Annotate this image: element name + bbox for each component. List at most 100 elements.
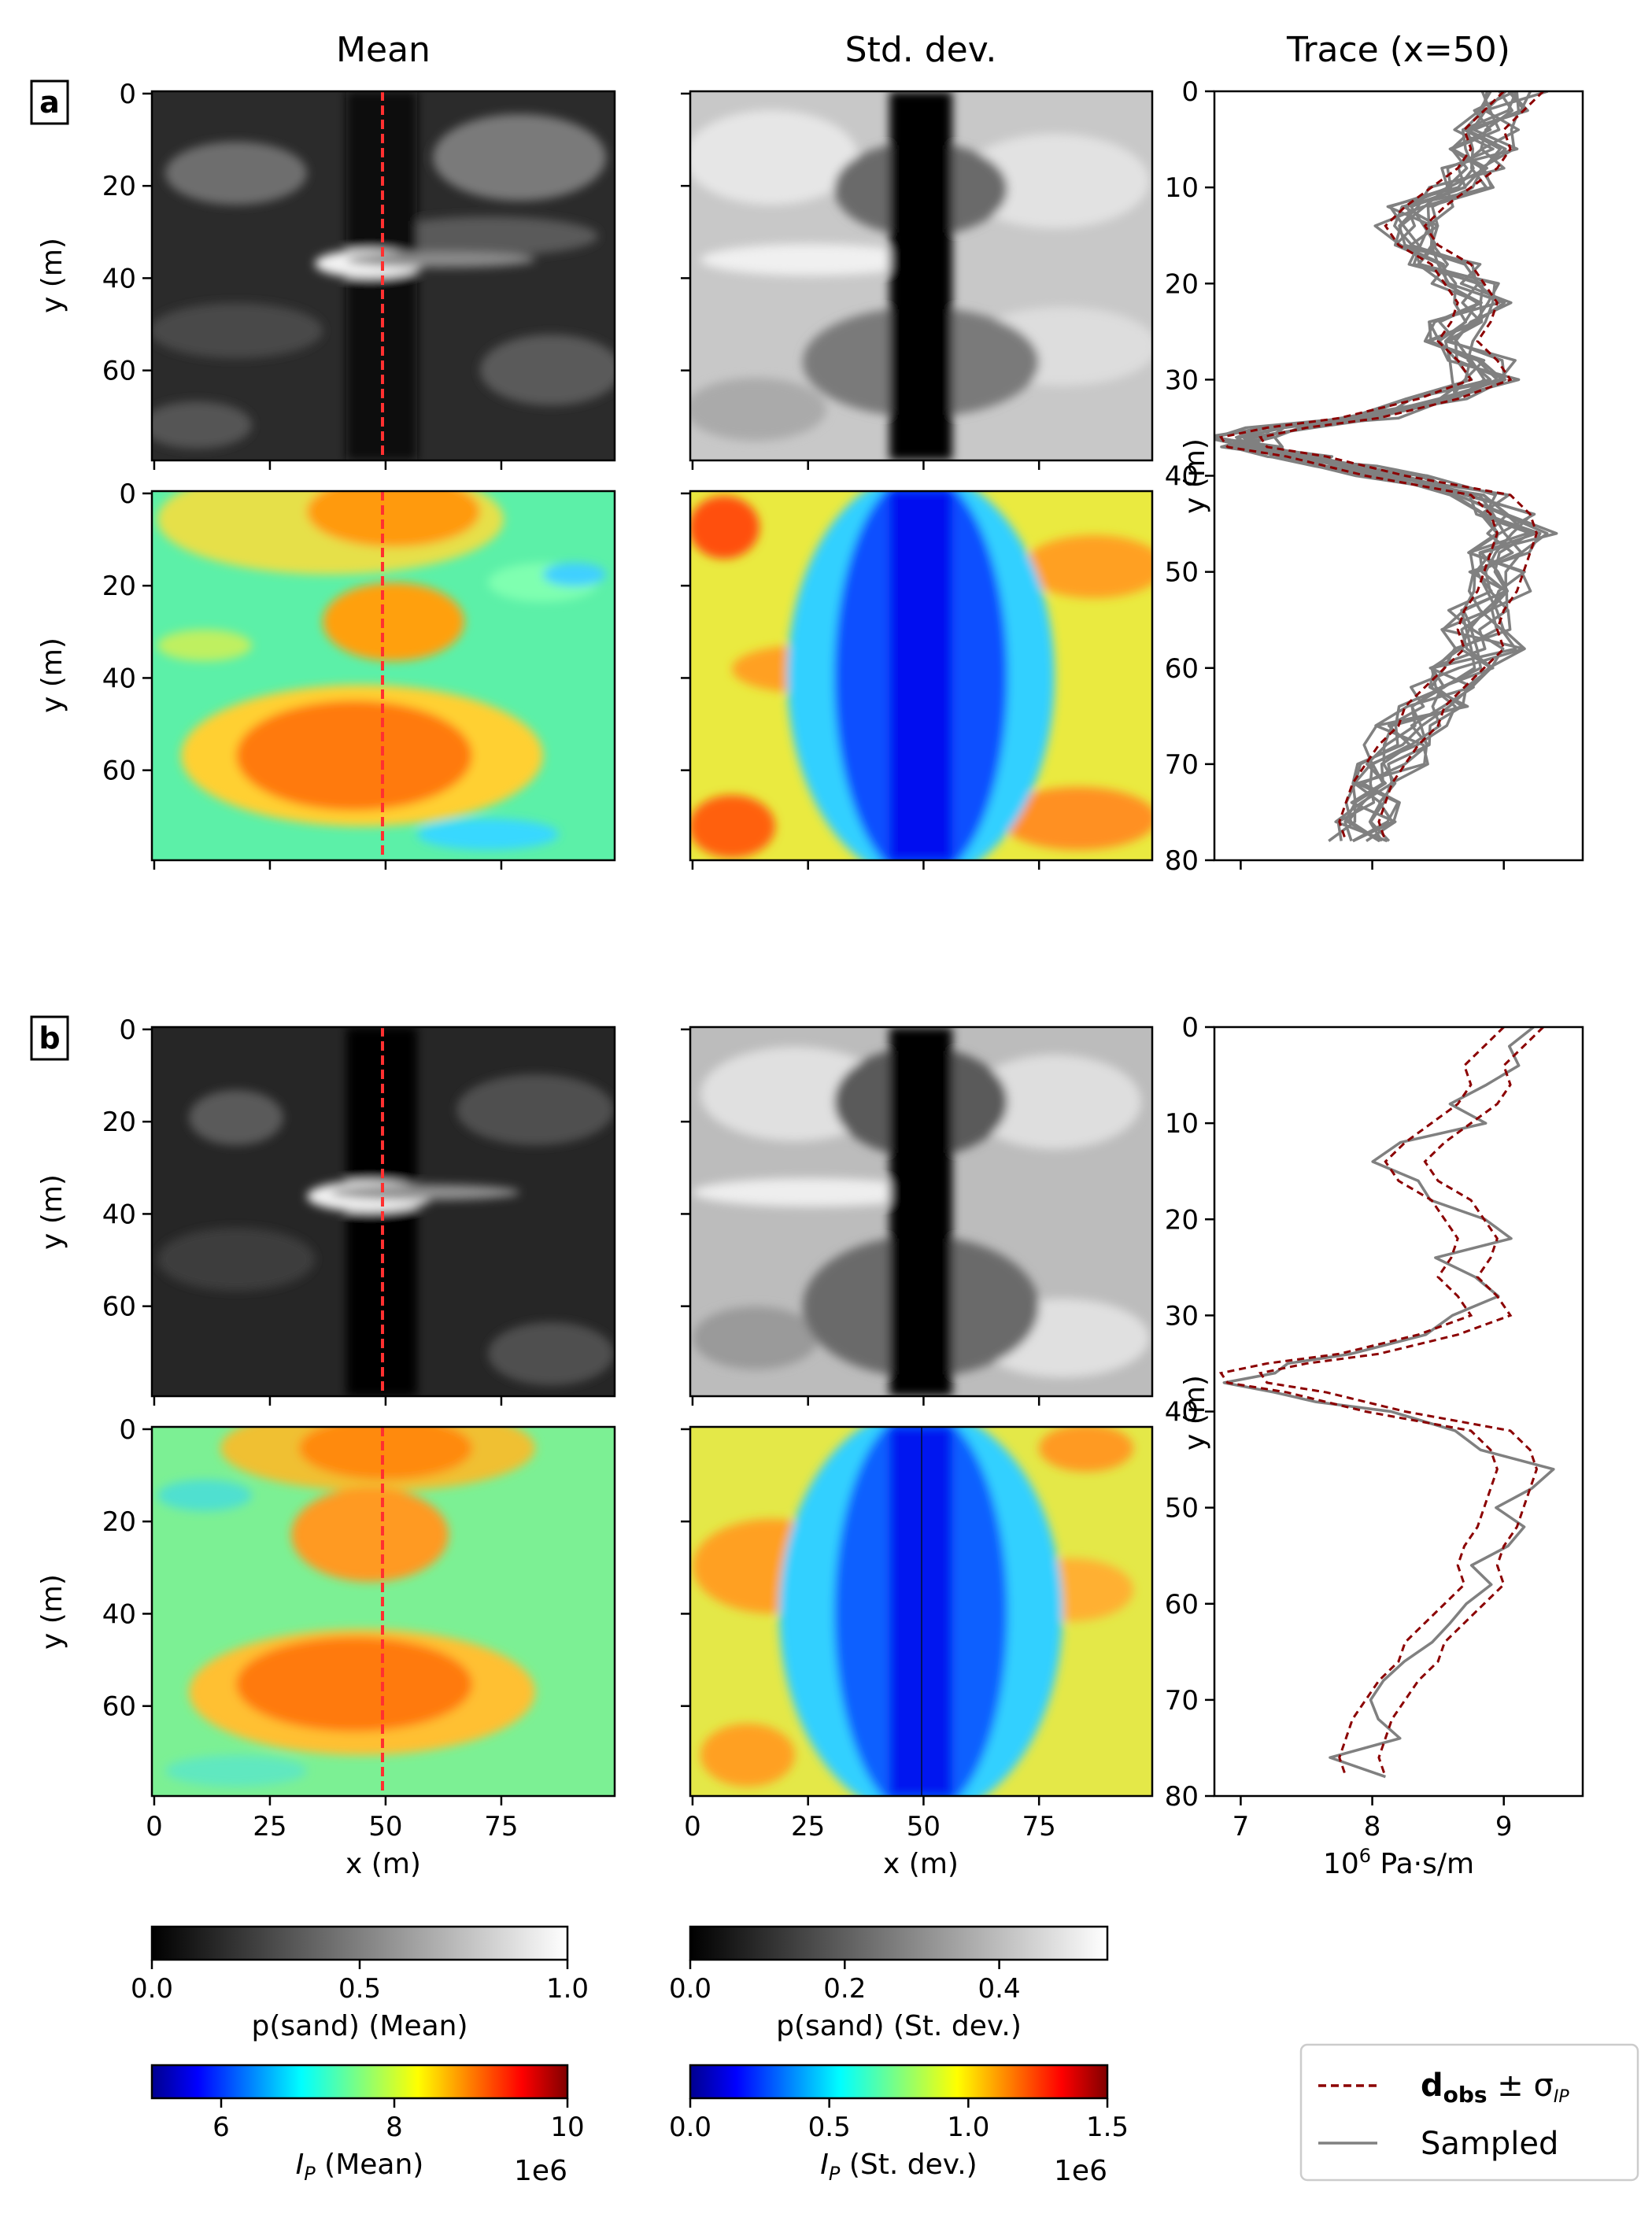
colorbar-tick-label: 1.0 bbox=[947, 2112, 989, 2143]
legend-box bbox=[1299, 2043, 1639, 2182]
ylabel-b-bottom: y (m) bbox=[36, 1574, 68, 1650]
ylabel-b-top: y (m) bbox=[36, 1174, 68, 1250]
trace-axes: 0 10 20 30 40 50 60 70 80 0 10 20 30 40 50 60 70 80 7 8 9 bbox=[1165, 76, 1513, 1842]
cbar-psand-mean bbox=[150, 1925, 569, 1961]
frame-a-psand-mean bbox=[150, 90, 616, 462]
legend-dobs-sigma-sub: IP bbox=[1554, 2087, 1569, 2107]
map-b-psand-mean bbox=[152, 1027, 615, 1396]
sampled-trace-line bbox=[1222, 1027, 1555, 1779]
observed-plus-sigma-line bbox=[1258, 1027, 1544, 1778]
trace-y-tick-label: 10 bbox=[1165, 172, 1199, 204]
panel-label-a: a bbox=[39, 85, 60, 120]
trace-y-tick-label: 70 bbox=[1165, 1685, 1199, 1717]
trace-y-tick-label: 10 bbox=[1165, 1108, 1199, 1140]
legend-dobs-main: d bbox=[1421, 2068, 1443, 2104]
trace-x-tick-label: 7 bbox=[1233, 1811, 1250, 1842]
trace-y-tick-label: 30 bbox=[1165, 364, 1199, 396]
ylabel-a-bottom: y (m) bbox=[36, 637, 68, 713]
map-y-tick-label: 40 bbox=[102, 263, 136, 294]
map-y-tick-label: 60 bbox=[102, 1691, 136, 1723]
colorbar-tick-label: 0.5 bbox=[808, 2112, 851, 2143]
cbar-ip-std-sub: P bbox=[829, 2163, 841, 2185]
sampled-trace-line bbox=[1273, 91, 1534, 842]
map-x-tick-label: 50 bbox=[907, 1811, 941, 1842]
frame-a-ip-std bbox=[689, 490, 1154, 862]
cbar-ip-mean-offset: 1e6 bbox=[514, 2155, 567, 2187]
ylabel-a-top: y (m) bbox=[36, 238, 68, 313]
map-y-tick-label: 20 bbox=[102, 171, 136, 202]
trace-y-tick-label: 0 bbox=[1181, 76, 1199, 108]
map-axes: 0 20 40 60 0 20 40 60 0 20 40 60 0 20 40 60 0 25 50 75 0 25 50… bbox=[102, 79, 1056, 1842]
trace-y-tick-label: 60 bbox=[1165, 653, 1199, 685]
map-y-tick-label: 60 bbox=[102, 1292, 136, 1323]
cbar-ip-std-rest: (St. dev.) bbox=[840, 2149, 977, 2181]
xlabel-std: x (m) bbox=[883, 1848, 959, 1880]
colorbar-tick-label: 8 bbox=[386, 2112, 403, 2143]
cbar-psand-mean-label: p(sand) (Mean) bbox=[251, 2010, 468, 2042]
map-y-tick-label: 60 bbox=[102, 756, 136, 787]
frame-b-ip-mean bbox=[150, 1425, 616, 1798]
trace-y-tick-label: 50 bbox=[1165, 1493, 1199, 1524]
trace-y-tick-label: 20 bbox=[1165, 268, 1199, 300]
frame-b-psand-mean bbox=[150, 1026, 616, 1398]
panel-label-a-box bbox=[30, 79, 69, 125]
trace-y-tick-label: 80 bbox=[1165, 1781, 1199, 1813]
xlabel-trace: 106 Pa·s/m bbox=[1323, 1845, 1474, 1880]
colorbar-tick-label: 1.0 bbox=[546, 1973, 589, 2005]
trace-y-tick-label: 40 bbox=[1165, 1397, 1199, 1428]
colorbar-tick-label: 0.0 bbox=[131, 1973, 173, 2005]
map-b-ip-mean bbox=[152, 1427, 615, 1796]
observed-minus-sigma-line bbox=[1218, 91, 1505, 842]
cbar-ip-mean-sub: P bbox=[304, 2163, 316, 2185]
cbar-ip-std bbox=[689, 2064, 1109, 2100]
map-y-tick-label: 40 bbox=[102, 1199, 136, 1230]
map-y-tick-label: 20 bbox=[102, 571, 136, 602]
map-a-psand-mean bbox=[152, 91, 615, 460]
xlabel-mean: x (m) bbox=[346, 1848, 421, 1880]
sampled-trace-line bbox=[1214, 91, 1532, 843]
cbar-ip-std-label: IP (St. dev.) bbox=[820, 2149, 977, 2185]
xlabel-trace-base: 10 bbox=[1323, 1848, 1359, 1880]
map-y-tick-label: 20 bbox=[102, 1107, 136, 1138]
observed-minus-sigma-line bbox=[1218, 1027, 1505, 1778]
cbar-ip-mean-sym: I bbox=[296, 2149, 305, 2181]
observed-plus-sigma-line bbox=[1258, 91, 1544, 842]
title-mean: Mean bbox=[336, 30, 431, 70]
map-x-tick-label: 0 bbox=[146, 1811, 163, 1842]
frame-b-ip-std bbox=[689, 1425, 1154, 1798]
panel-label-b: b bbox=[39, 1021, 60, 1055]
map-y-tick-label: 0 bbox=[119, 1014, 136, 1046]
trace-y-tick-label: 20 bbox=[1165, 1204, 1199, 1236]
cbar-ip-mean-rest: (Mean) bbox=[316, 2149, 424, 2181]
title-trace: Trace (x=50) bbox=[1286, 30, 1510, 70]
trace-a-plot bbox=[1214, 91, 1558, 843]
colorbar-tick-label: 10 bbox=[550, 2112, 584, 2143]
cbar-ip-mean bbox=[150, 2064, 569, 2100]
map-x-tick-label: 0 bbox=[684, 1811, 701, 1842]
sampled-trace-line bbox=[1245, 91, 1514, 842]
map-x-tick-label: 50 bbox=[368, 1811, 402, 1842]
xlabel-trace-exp: 6 bbox=[1359, 1845, 1371, 1867]
legend-observed-label: dobs ± σIP bbox=[1421, 2068, 1569, 2108]
legend-dobs-rest: ± σ bbox=[1488, 2068, 1554, 2104]
cbar-psand-std-label: p(sand) (St. dev.) bbox=[776, 2010, 1022, 2042]
xlabel-trace-unit: Pa·s/m bbox=[1371, 1848, 1474, 1880]
map-x-tick-label: 25 bbox=[253, 1811, 286, 1842]
frame-a-psand-std bbox=[689, 90, 1154, 462]
trace-y-tick-label: 30 bbox=[1165, 1300, 1199, 1332]
map-y-tick-label: 40 bbox=[102, 1598, 136, 1630]
map-a-ip-std bbox=[690, 491, 1152, 860]
map-a-psand-std bbox=[690, 91, 1152, 460]
cbar-psand-std bbox=[689, 1925, 1109, 1961]
map-b-psand-std bbox=[690, 1027, 1152, 1396]
trace-y-tick-label: 50 bbox=[1165, 557, 1199, 589]
legend-sampled-label: Sampled bbox=[1421, 2126, 1558, 2162]
map-x-tick-label: 25 bbox=[791, 1811, 825, 1842]
colorbar-tick-label: 6 bbox=[213, 2112, 230, 2143]
colorbar-ticks: 0.0 0.5 1.0 0.0 0.2 0.4 6 8 10 0.0 0.5 1.0 1.5 bbox=[131, 1960, 1129, 2143]
colorbar-tick-label: 0.2 bbox=[823, 1973, 866, 2005]
map-b-ip-std bbox=[690, 1427, 1152, 1796]
map-x-tick-label: 75 bbox=[484, 1811, 518, 1842]
map-y-tick-label: 60 bbox=[102, 356, 136, 387]
